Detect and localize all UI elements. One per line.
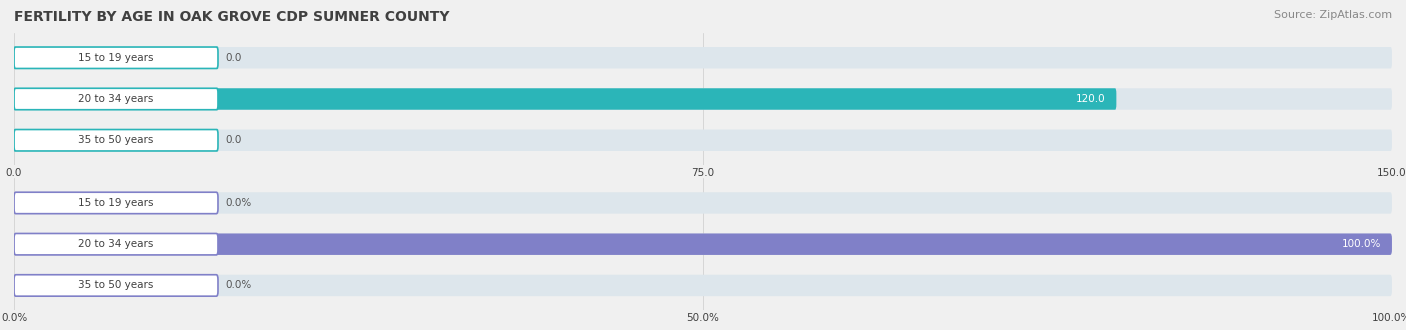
Text: 0.0%: 0.0%	[225, 280, 252, 290]
Text: 100.0%: 100.0%	[1341, 239, 1381, 249]
FancyBboxPatch shape	[14, 192, 218, 214]
Text: 0.0: 0.0	[225, 53, 242, 63]
Text: 35 to 50 years: 35 to 50 years	[79, 135, 153, 145]
Text: 35 to 50 years: 35 to 50 years	[79, 280, 153, 290]
Text: 0.0: 0.0	[225, 135, 242, 145]
Text: 120.0: 120.0	[1076, 94, 1105, 104]
FancyBboxPatch shape	[14, 130, 218, 151]
Text: 15 to 19 years: 15 to 19 years	[79, 53, 153, 63]
FancyBboxPatch shape	[14, 275, 1392, 296]
FancyBboxPatch shape	[14, 234, 218, 255]
Text: FERTILITY BY AGE IN OAK GROVE CDP SUMNER COUNTY: FERTILITY BY AGE IN OAK GROVE CDP SUMNER…	[14, 10, 450, 24]
FancyBboxPatch shape	[14, 192, 1392, 214]
Text: 15 to 19 years: 15 to 19 years	[79, 198, 153, 208]
FancyBboxPatch shape	[14, 275, 218, 296]
Text: 0.0%: 0.0%	[225, 198, 252, 208]
FancyBboxPatch shape	[14, 88, 1392, 110]
Text: 20 to 34 years: 20 to 34 years	[79, 94, 153, 104]
FancyBboxPatch shape	[14, 130, 1392, 151]
FancyBboxPatch shape	[14, 47, 1392, 69]
FancyBboxPatch shape	[14, 88, 1116, 110]
FancyBboxPatch shape	[14, 234, 1392, 255]
FancyBboxPatch shape	[14, 234, 1392, 255]
Text: Source: ZipAtlas.com: Source: ZipAtlas.com	[1274, 10, 1392, 20]
Text: 20 to 34 years: 20 to 34 years	[79, 239, 153, 249]
FancyBboxPatch shape	[14, 88, 218, 110]
FancyBboxPatch shape	[14, 47, 218, 69]
